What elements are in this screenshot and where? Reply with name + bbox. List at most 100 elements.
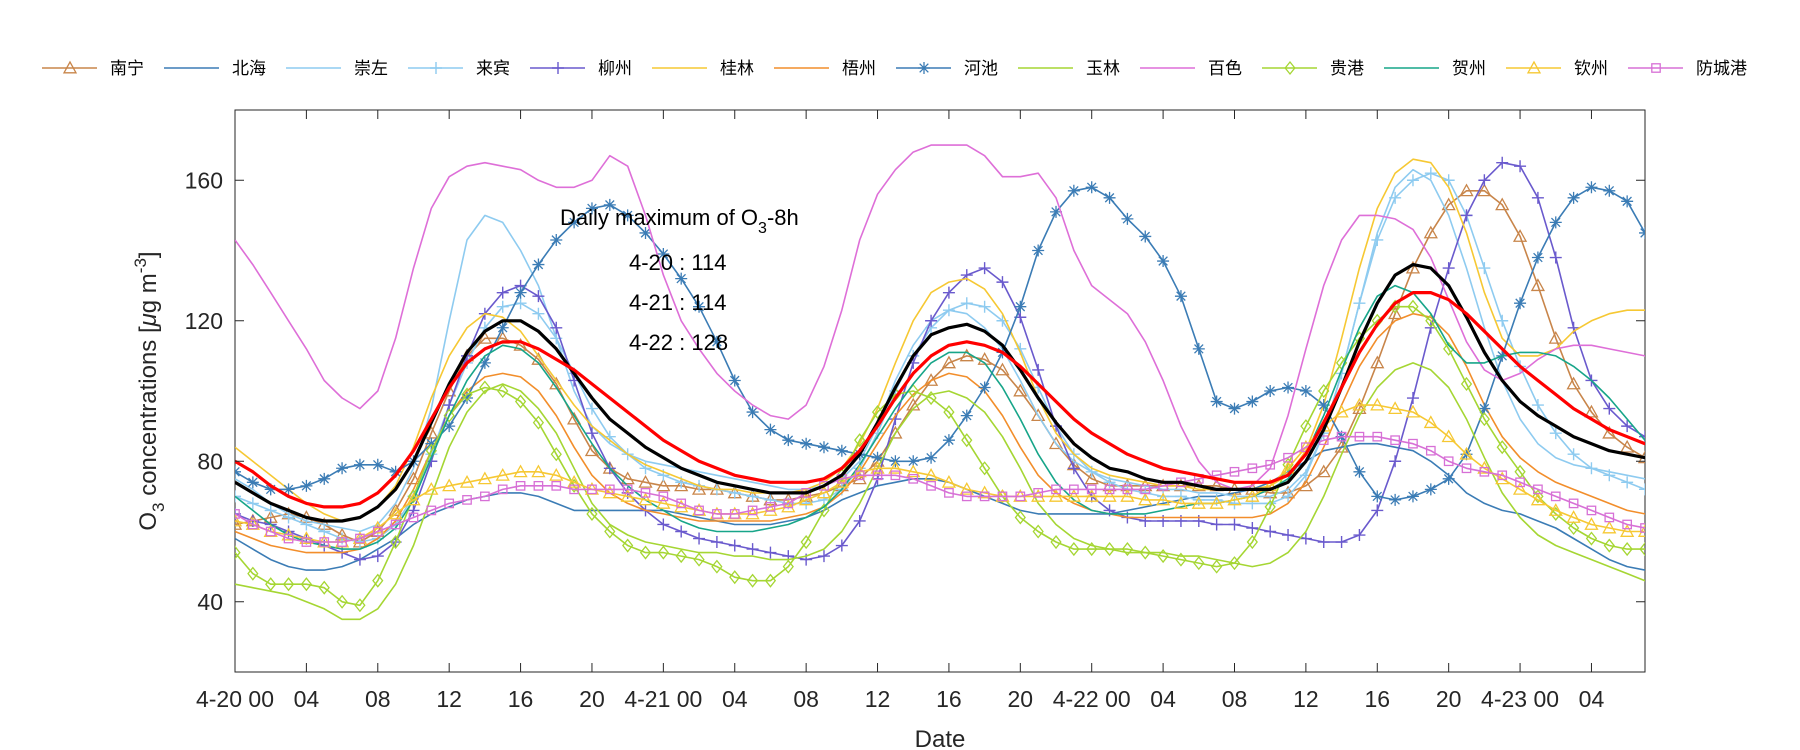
series-marker — [513, 337, 528, 351]
legend-label: 防城港 — [1696, 59, 1747, 78]
series-marker — [658, 491, 669, 502]
series-marker — [943, 405, 955, 420]
series-marker — [907, 455, 920, 468]
series-marker — [621, 209, 634, 222]
series-marker — [1067, 184, 1080, 197]
series-marker — [477, 471, 492, 485]
series-marker — [639, 545, 652, 560]
legend-marker — [1651, 63, 1661, 73]
annotation-title: Daily maximum of O3-8h — [560, 205, 799, 237]
x-tick-label: 4-20 00 — [196, 686, 274, 712]
series-marker — [1531, 191, 1544, 204]
series-marker — [1461, 463, 1472, 474]
series-marker — [783, 498, 794, 509]
series-marker — [1710, 322, 1722, 334]
series-marker — [675, 525, 688, 538]
series-marker — [1408, 438, 1418, 449]
series-marker — [353, 458, 366, 471]
series-marker — [1121, 542, 1134, 557]
series-marker — [1139, 545, 1151, 560]
series-marker — [1120, 489, 1135, 502]
series-marker — [1067, 462, 1080, 475]
series-marker — [1103, 191, 1116, 204]
series-marker — [1495, 471, 1510, 485]
legend-marker — [1284, 60, 1296, 76]
series-marker — [1031, 408, 1046, 422]
series-marker — [817, 441, 830, 454]
annotation-line-1: 4-20 : 114 — [629, 250, 726, 275]
series-marker — [908, 473, 919, 484]
series-marker — [300, 518, 313, 531]
x-tick-label: 4-23 00 — [1481, 686, 1559, 712]
series-marker — [1550, 491, 1561, 502]
series-marker — [390, 519, 401, 530]
series-marker — [676, 498, 687, 509]
series-marker — [514, 286, 527, 299]
series-marker — [925, 314, 938, 327]
series-marker — [1585, 531, 1598, 546]
series-marker — [746, 573, 759, 588]
series-marker — [550, 447, 562, 462]
series-marker — [459, 474, 475, 488]
series-marker — [551, 480, 562, 491]
series-marker — [729, 570, 741, 585]
series-marker — [674, 478, 689, 492]
y-tick-label: 80 — [197, 448, 223, 474]
legend-entry: 河池 — [896, 59, 998, 78]
series-marker — [872, 470, 883, 481]
series-marker — [745, 506, 760, 520]
series-marker — [235, 509, 240, 519]
series-marker — [477, 330, 492, 344]
series-marker — [1567, 448, 1580, 461]
x-tick-label: 12 — [1293, 686, 1319, 712]
legend-entry: 崇左 — [286, 59, 388, 78]
x-tick-label: 20 — [1008, 686, 1034, 712]
series-marker — [657, 248, 670, 261]
series-marker — [1210, 395, 1223, 408]
x-tick-label: 04 — [1150, 686, 1176, 712]
series-marker — [1317, 536, 1330, 549]
legend-marker — [552, 62, 564, 74]
x-tick-label: 16 — [936, 686, 962, 712]
series-marker — [1389, 493, 1402, 506]
series-marker — [1603, 402, 1616, 415]
series-marker — [1032, 524, 1044, 539]
series-marker — [1764, 490, 1776, 501]
series-marker — [888, 460, 903, 474]
x-tick-label: 04 — [294, 686, 320, 712]
series-marker — [532, 307, 545, 320]
series-marker — [1512, 482, 1528, 495]
legend-label: 贺州 — [1452, 59, 1486, 78]
series-marker — [318, 580, 330, 595]
legend-label: 来宾 — [476, 59, 510, 78]
legend-label: 北海 — [232, 59, 266, 78]
legend-label: 钦州 — [1574, 59, 1608, 78]
series-marker — [1566, 376, 1581, 390]
series-marker — [462, 495, 472, 505]
series-marker — [693, 532, 706, 545]
series-line — [235, 291, 1645, 509]
series-marker — [1533, 484, 1543, 495]
series-line — [235, 263, 1645, 523]
series-marker — [1370, 397, 1385, 411]
series-marker — [782, 559, 794, 574]
series-marker — [728, 539, 741, 552]
series-marker — [1530, 278, 1546, 292]
series-marker — [1442, 472, 1455, 485]
series-marker — [1621, 476, 1634, 489]
series-marker — [638, 492, 653, 506]
series-marker — [1496, 314, 1509, 327]
series-marker — [747, 505, 758, 516]
series-marker — [890, 470, 901, 481]
series-marker — [1604, 512, 1615, 523]
series-marker — [816, 485, 832, 499]
series-marker — [996, 276, 1009, 289]
legend-label: 贵港 — [1330, 59, 1364, 78]
series-marker — [532, 415, 545, 430]
series-marker — [675, 549, 687, 564]
series-marker — [585, 427, 598, 440]
series-marker — [854, 433, 866, 448]
daily-max-annotation: Daily maximum of O3-8h 4-20 : 114 4-21 :… — [560, 205, 799, 355]
series-marker — [1659, 527, 1667, 535]
